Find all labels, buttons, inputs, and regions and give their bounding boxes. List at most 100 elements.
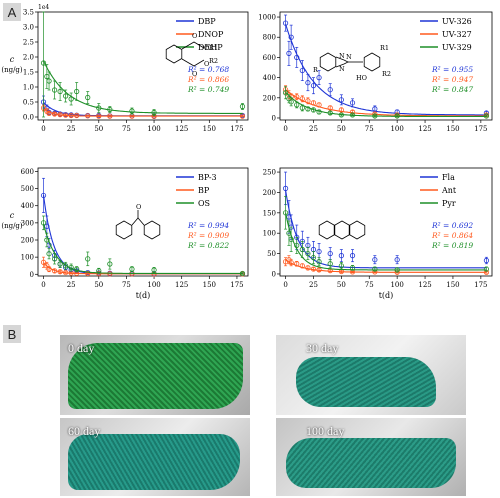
data-point <box>40 220 47 226</box>
photo-label-day-60: 60 day <box>68 424 101 438</box>
x-tick-label: 75 <box>122 125 131 133</box>
data-point <box>483 257 490 264</box>
atom-label: O <box>204 44 209 52</box>
data-point <box>483 113 490 119</box>
data-point <box>63 263 69 269</box>
data-point <box>310 266 317 272</box>
legend-label: BP <box>198 186 210 195</box>
data-point <box>239 103 246 110</box>
data-point <box>129 108 135 114</box>
atom-label: N <box>339 52 345 60</box>
data-point <box>46 78 52 84</box>
x-tick-label: 50 <box>94 125 103 133</box>
data-point <box>74 88 80 95</box>
atom-label: O <box>192 32 197 40</box>
legend-label: Pyr <box>442 199 456 208</box>
data-point <box>294 54 300 61</box>
data-point <box>282 90 289 96</box>
x-tick-label: 175 <box>474 281 487 289</box>
y-tick-label: 1.0 <box>23 84 34 92</box>
data-point <box>96 113 102 119</box>
y-tick-label: 100 <box>263 230 276 238</box>
data-point <box>96 268 102 274</box>
data-point <box>349 112 356 118</box>
y-tick-label: 3.0 <box>23 24 34 32</box>
data-point <box>338 263 344 269</box>
y-tick-label: 400 <box>263 74 276 82</box>
x-tick-label: 50 <box>337 281 346 289</box>
chart-tl: 0 25 50 75 100 125 150 175 0.0 0.5 1.0 1.5 2.0 2.5 3.0… <box>1 4 249 133</box>
data-point <box>68 112 74 119</box>
x-tick-label: 100 <box>390 281 403 289</box>
data-point <box>305 250 311 257</box>
x-tick-label: 125 <box>175 281 188 289</box>
y-tick-label: 300 <box>21 219 34 227</box>
data-point <box>327 250 333 257</box>
data-point <box>310 83 317 89</box>
legend-label: Ant <box>441 186 457 195</box>
x-tick-label: 75 <box>122 281 131 289</box>
x-tick-label: 0 <box>283 125 287 133</box>
data-point <box>40 60 47 66</box>
data-point <box>85 94 91 101</box>
bond <box>131 217 145 226</box>
data-point <box>299 263 305 269</box>
data-point <box>51 111 58 117</box>
data-point <box>299 105 305 111</box>
panel-b-label: B <box>3 325 21 343</box>
data-point <box>394 267 400 273</box>
legend-label: DBP <box>198 17 216 26</box>
photo-day-30: 30 day <box>276 335 466 415</box>
data-point <box>57 112 63 118</box>
legend-label: UV-329 <box>442 43 472 52</box>
data-point <box>57 269 63 275</box>
data-point <box>483 266 490 272</box>
atom-label: R1 <box>380 44 389 52</box>
data-point <box>327 87 333 93</box>
y-axis-unit: (ng/g) <box>1 222 23 230</box>
data-point <box>288 34 294 40</box>
data-point <box>316 109 322 115</box>
x-tick-label: 125 <box>418 125 431 133</box>
data-point <box>107 106 113 113</box>
data-point <box>327 261 333 267</box>
y-tick-label: 1000 <box>258 14 276 22</box>
bond <box>181 41 205 50</box>
data-point <box>74 266 80 272</box>
bond <box>181 58 205 67</box>
data-point <box>288 236 294 242</box>
data-point <box>51 268 58 274</box>
ring <box>115 220 133 240</box>
r2-annotation: R² = 0.822 <box>187 241 229 250</box>
ring <box>318 220 336 240</box>
data-point <box>316 267 322 273</box>
legend-label: DNOP <box>198 30 224 39</box>
data-point <box>294 102 300 108</box>
data-point <box>327 110 333 116</box>
x-axis-label: t(d) <box>379 291 394 300</box>
data-point <box>305 98 311 104</box>
data-point <box>288 259 294 266</box>
data-point <box>85 113 91 119</box>
ring <box>333 220 351 240</box>
x-tick-label: 0 <box>41 125 45 133</box>
r2-annotation: R² = 0.866 <box>187 75 229 84</box>
data-point <box>151 109 157 116</box>
r2-annotation: R² = 0.847 <box>431 85 473 94</box>
photo-day-60: 60 day <box>60 418 250 496</box>
x-tick-label: 175 <box>474 125 487 133</box>
data-point <box>46 251 52 257</box>
data-point <box>394 113 400 119</box>
atom-label: R2 <box>382 70 391 78</box>
y-tick-label: 0.5 <box>23 99 34 107</box>
legend-label: Fla <box>442 173 455 182</box>
fit-line-uv-326 <box>285 23 487 116</box>
y-axis-label: c <box>10 55 15 64</box>
data-point <box>349 100 356 106</box>
x-tick-label: 150 <box>203 281 216 289</box>
r2-annotation: R² = 0.749 <box>187 85 229 94</box>
atom-label: R <box>313 66 319 74</box>
chart-bl: 0 25 50 75 100 125 150 175 0 100 200 300 400 500 600 c (… <box>1 167 249 300</box>
photo-label-day-0: 0 day <box>68 341 95 355</box>
data-point <box>107 261 113 267</box>
